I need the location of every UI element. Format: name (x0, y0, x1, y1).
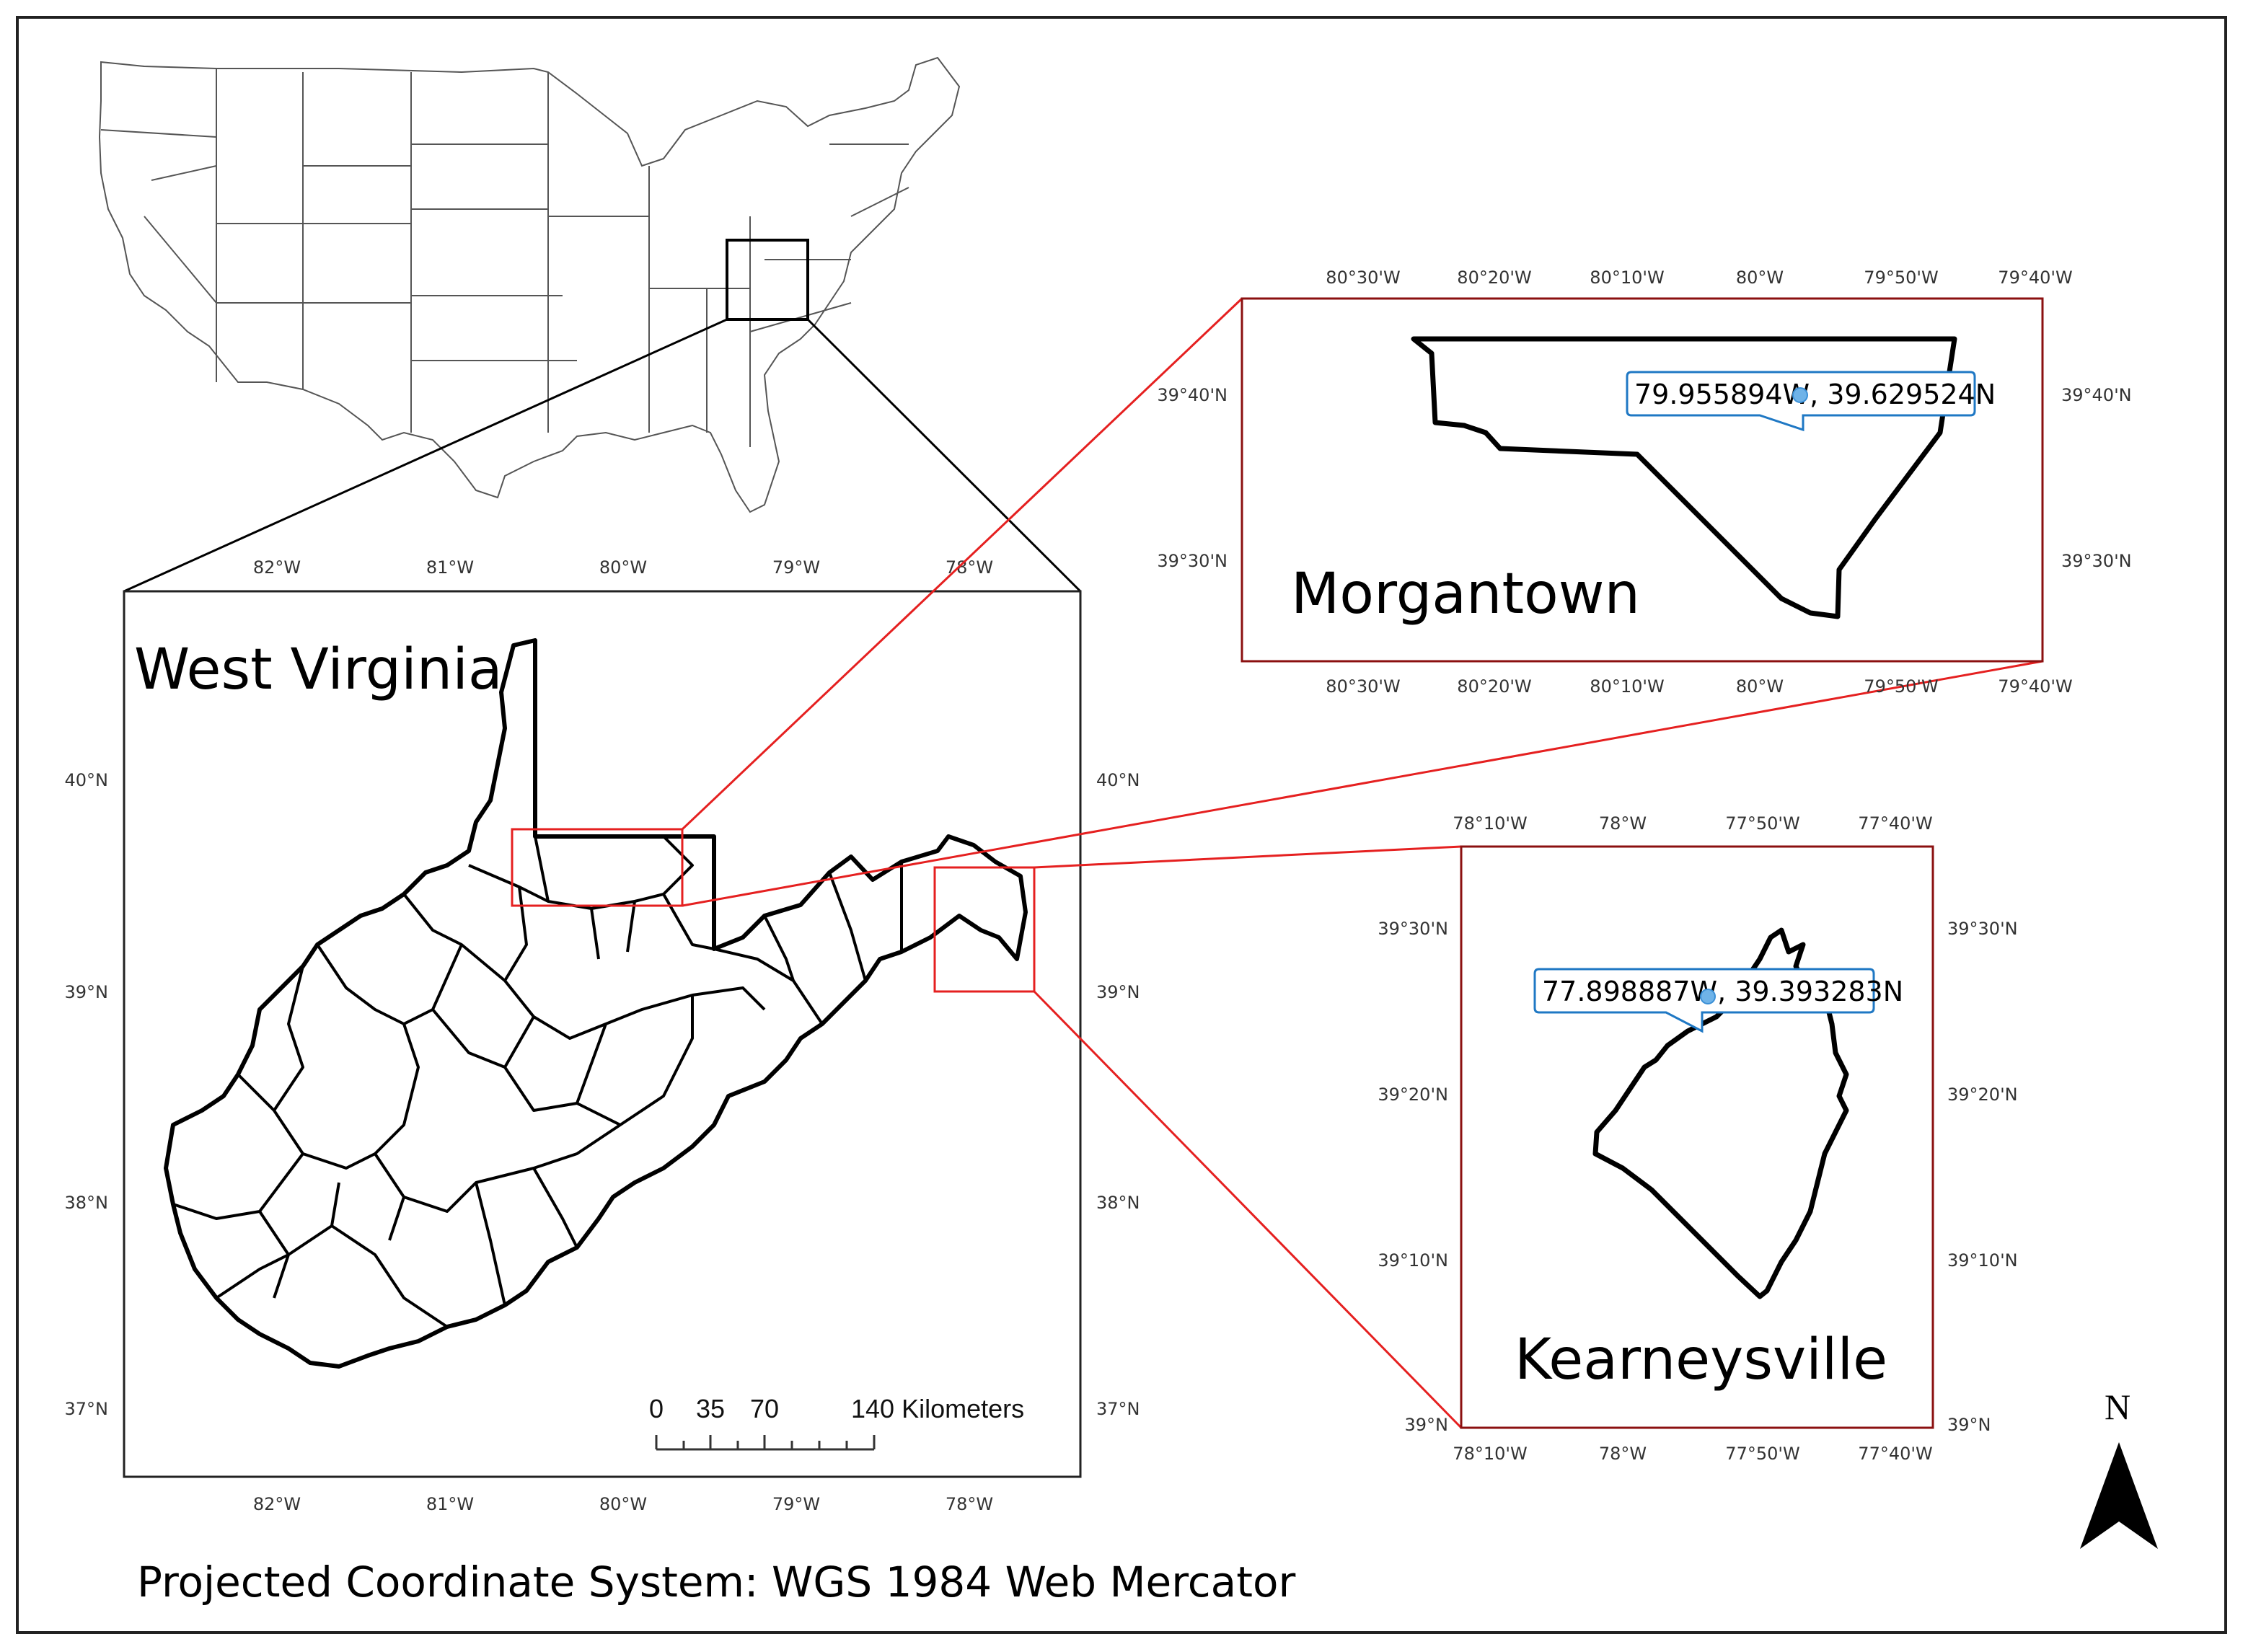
scale-bar-ruler (655, 1435, 876, 1451)
kearneysville-lat-ticks: 39°30'N 39°20'N 39°10'N 39°N 39°30'N 39°… (1378, 919, 2017, 1435)
wv-lon-ticks: 82°W 81°W 80°W 79°W 78°W 82°W 81°W 80°W … (253, 557, 993, 1514)
scale-label-35: 35 (696, 1394, 725, 1423)
wv-lon-tick-bottom-2: 81°W (426, 1494, 474, 1514)
kearneysville-panel-border (1460, 845, 1934, 1429)
ky-lat-right-4: 39°N (1947, 1415, 1991, 1435)
wv-lat-tick-right-3: 38°N (1096, 1193, 1140, 1213)
wv-lon-tick-top-4: 79°W (772, 557, 820, 578)
wv-lon-tick-bottom-1: 82°W (253, 1494, 301, 1514)
wv-lat-tick-right-1: 40°N (1096, 770, 1140, 790)
morgantown-title: Morgantown (1291, 562, 1640, 627)
mg-lon-bottom-4: 80°W (1736, 676, 1784, 697)
wv-lon-tick-top-1: 82°W (253, 557, 301, 578)
ky-lat-left-2: 39°20'N (1378, 1085, 1448, 1105)
us-extent-box (726, 239, 809, 321)
kearneysville-boundary (1592, 927, 1849, 1299)
kearneysville-callout-text: 77.898887W, 39.393283N (1542, 976, 1903, 1007)
wv-lon-tick-bottom-5: 78°W (946, 1494, 993, 1514)
scale-label-140: 140 Kilometers (851, 1394, 1024, 1423)
ky-lat-left-4: 39°N (1405, 1415, 1449, 1435)
us-to-wv-connectors (123, 318, 1082, 593)
wv-lat-tick-left-2: 39°N (65, 982, 109, 1002)
kearneysville-extent-box (933, 866, 1036, 993)
wv-lon-tick-bottom-3: 80°W (599, 1494, 647, 1514)
ky-lon-top-4: 77°40'W (1858, 813, 1932, 834)
mg-lon-top-1: 80°30'W (1326, 268, 1400, 288)
mg-lon-top-2: 80°20'W (1457, 268, 1531, 288)
ky-lat-right-3: 39°10'N (1947, 1250, 2018, 1271)
wv-lat-tick-right-4: 37°N (1096, 1399, 1140, 1419)
ky-lon-bottom-1: 78°10'W (1453, 1444, 1527, 1464)
kearneysville-lon-ticks: 78°10'W 78°W 77°50'W 77°40'W 78°10'W 78°… (1453, 813, 1932, 1464)
morgantown-panel-border (1241, 297, 2044, 663)
us-outline (98, 56, 961, 513)
scale-label-70: 70 (750, 1394, 779, 1423)
ky-lat-left-1: 39°30'N (1378, 919, 1448, 939)
wv-lat-tick-left-1: 40°N (65, 770, 109, 790)
wv-lon-tick-top-3: 80°W (599, 557, 647, 578)
mg-lon-bottom-6: 79°40'W (1998, 676, 2072, 697)
morgantown-panel: 80°30'W 80°20'W 80°10'W 80°W 79°50'W 79°… (1157, 268, 2131, 697)
north-arrow: N (2080, 1387, 2158, 1549)
ky-lat-left-3: 39°10'N (1378, 1250, 1448, 1271)
wv-lon-tick-top-2: 81°W (426, 557, 474, 578)
wv-lon-tick-bottom-4: 79°W (772, 1494, 820, 1514)
morgantown-point (1792, 387, 1808, 403)
ky-lon-top-2: 78°W (1599, 813, 1647, 834)
mg-lon-top-6: 79°40'W (1998, 268, 2072, 288)
map-frame (16, 16, 2227, 1634)
wv-panel: West Virginia 82°W 81°W 80°W 79°W 78°W 8… (65, 557, 1140, 1514)
state-lines (100, 69, 909, 447)
kearneysville-callout: 77.898887W, 39.393283N (1533, 968, 1903, 1033)
scale-label-0: 0 (649, 1394, 664, 1423)
wv-county-lines (172, 835, 903, 1328)
ky-lon-bottom-2: 78°W (1599, 1444, 1647, 1464)
mg-lat-left-2: 39°30'N (1157, 551, 1228, 571)
wv-lat-tick-right-2: 39°N (1096, 982, 1140, 1002)
morgantown-boundary (1411, 336, 1957, 619)
morgantown-lon-ticks: 80°30'W 80°20'W 80°10'W 80°W 79°50'W 79°… (1326, 268, 2072, 697)
mg-lon-bottom-1: 80°30'W (1326, 676, 1400, 697)
morgantown-callout-text: 79.955894W, 39.629524N (1634, 379, 1996, 410)
ky-lat-right-1: 39°30'N (1947, 919, 2018, 939)
ky-lon-bottom-3: 77°50'W (1725, 1444, 1799, 1464)
kearneysville-title: Kearneysville (1515, 1328, 1887, 1392)
wv-lat-tick-left-4: 37°N (65, 1399, 109, 1419)
morgantown-lat-ticks: 39°40'N 39°30'N 39°40'N 39°30'N (1157, 385, 2131, 571)
wv-lon-tick-top-5: 78°W (946, 557, 993, 578)
mg-lat-left-1: 39°40'N (1157, 385, 1228, 405)
mg-lon-bottom-3: 80°10'W (1590, 676, 1664, 697)
kearneysville-panel: 78°10'W 78°W 77°50'W 77°40'W 78°10'W 78°… (1378, 813, 2017, 1464)
inset-connectors (681, 297, 2043, 1429)
north-arrow-icon (2080, 1442, 2158, 1549)
wv-title: West Virginia (134, 637, 503, 702)
projection-footer: Projected Coordinate System: WGS 1984 We… (137, 1558, 1295, 1607)
ky-lon-top-1: 78°10'W (1453, 813, 1527, 834)
kearneysville-point (1700, 989, 1716, 1004)
mg-lon-top-3: 80°10'W (1590, 268, 1664, 288)
morgantown-extent-box (511, 828, 684, 907)
us-overview-map (98, 56, 961, 513)
ky-lon-bottom-4: 77°40'W (1858, 1444, 1932, 1464)
north-arrow-label: N (2105, 1387, 2130, 1427)
wv-lat-tick-left-3: 38°N (65, 1193, 109, 1213)
mg-lon-top-4: 80°W (1736, 268, 1784, 288)
mg-lon-top-5: 79°50'W (1864, 268, 1938, 288)
scale-bar: 0 35 70 140 Kilometers (649, 1394, 1024, 1451)
ky-lon-top-3: 77°50'W (1725, 813, 1799, 834)
mg-lon-bottom-5: 79°50'W (1864, 676, 1938, 697)
mg-lat-right-2: 39°30'N (2061, 551, 2132, 571)
wv-lat-ticks: 40°N 39°N 38°N 37°N 40°N 39°N 38°N 37°N (65, 770, 1140, 1419)
mg-lat-right-1: 39°40'N (2061, 385, 2132, 405)
morgantown-callout: 79.955894W, 39.629524N (1626, 371, 1996, 432)
mg-lon-bottom-2: 80°20'W (1457, 676, 1531, 697)
ky-lat-right-2: 39°20'N (1947, 1085, 2018, 1105)
